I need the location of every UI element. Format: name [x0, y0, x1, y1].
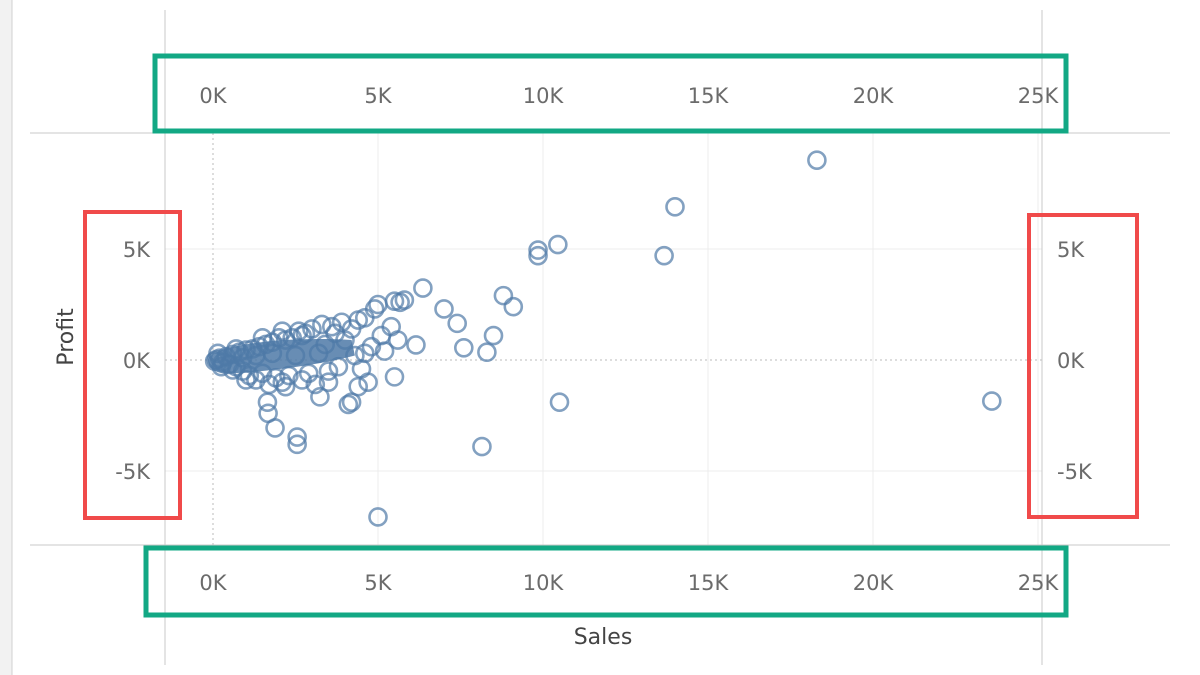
data-point[interactable] [477, 342, 497, 363]
data-point[interactable] [807, 150, 827, 170]
data-point[interactable] [275, 376, 296, 397]
data-point[interactable] [493, 285, 514, 306]
data-point[interactable] [413, 278, 433, 298]
left-panel-edge [0, 0, 12, 675]
data-point[interactable] [483, 325, 504, 346]
right-y-tick-label: -5K [1057, 460, 1093, 484]
data-point[interactable] [331, 312, 352, 333]
gridlines [165, 133, 1042, 545]
data-point[interactable] [368, 507, 388, 527]
dense-point-cluster [208, 339, 355, 374]
y-axis-title: Profit [54, 308, 79, 366]
data-point[interactable] [654, 245, 674, 266]
data-point[interactable] [292, 370, 312, 390]
data-point[interactable] [406, 335, 426, 355]
data-point[interactable] [287, 427, 307, 447]
data-point[interactable] [341, 319, 362, 339]
left-y-axis-highlight [83, 210, 182, 520]
data-point[interactable] [503, 296, 524, 317]
data-point[interactable] [434, 299, 454, 319]
data-point[interactable] [387, 330, 408, 350]
data-point[interactable] [328, 356, 349, 377]
data-point[interactable] [257, 392, 278, 412]
bottom-x-tick-label: 0K [199, 571, 227, 595]
bottom-x-tick-label: 15K [688, 571, 730, 595]
data-point[interactable] [453, 337, 474, 358]
data-point[interactable] [528, 245, 548, 266]
bottom-x-tick-label: 10K [523, 571, 565, 595]
data-point[interactable] [368, 294, 388, 315]
right-y-tick-label: 5K [1057, 238, 1085, 262]
bottom-x-axis-highlight [143, 545, 1069, 618]
data-point[interactable] [472, 436, 492, 457]
top-x-tick-label: 10K [523, 84, 565, 108]
data-point[interactable] [981, 391, 1002, 411]
data-point[interactable] [549, 392, 570, 412]
data-point[interactable] [447, 313, 468, 334]
top-x-axis-highlight [152, 53, 1069, 134]
data-point[interactable] [318, 372, 339, 393]
right-y-tick-label: 0K [1057, 349, 1085, 373]
data-point[interactable] [384, 367, 405, 387]
data-point[interactable] [351, 359, 372, 379]
data-point[interactable] [354, 308, 375, 328]
bottom-x-tick-label: 25K [1018, 571, 1060, 595]
data-point[interactable] [338, 394, 359, 415]
left-y-tick-label: 0K [123, 349, 151, 373]
data-points [204, 150, 1002, 527]
data-point[interactable] [312, 314, 332, 335]
bottom-x-tick-label: 20K [853, 571, 895, 595]
tick-labels: 0K 0K 5K 5K 10K 10K 15K 15K 20K 20K 25K 25K -5K -5K 0K… [115, 84, 1093, 595]
data-point[interactable] [258, 403, 278, 424]
data-point[interactable] [287, 434, 307, 455]
data-point[interactable] [665, 197, 685, 217]
top-x-tick-label: 5K [364, 84, 392, 108]
data-point[interactable] [354, 343, 375, 364]
data-point[interactable] [272, 372, 293, 393]
data-point[interactable] [272, 321, 293, 341]
top-x-tick-label: 0K [199, 84, 227, 108]
data-point[interactable] [348, 376, 369, 397]
top-x-tick-label: 15K [688, 84, 730, 108]
data-point[interactable] [318, 361, 339, 381]
data-point[interactable] [371, 325, 392, 346]
top-x-tick-label: 20K [853, 84, 895, 108]
data-point[interactable] [528, 240, 548, 260]
left-y-tick-label: -5K [115, 460, 151, 484]
x-axis-title: Sales [574, 625, 633, 650]
data-point[interactable] [361, 336, 382, 357]
right-y-axis-highlight [1027, 213, 1139, 519]
top-x-tick-label: 25K [1018, 84, 1060, 108]
data-point[interactable] [310, 387, 330, 407]
left-y-tick-label: 5K [123, 238, 151, 262]
bottom-x-tick-label: 5K [364, 571, 392, 595]
data-point[interactable] [305, 374, 326, 395]
data-point[interactable] [548, 234, 568, 255]
